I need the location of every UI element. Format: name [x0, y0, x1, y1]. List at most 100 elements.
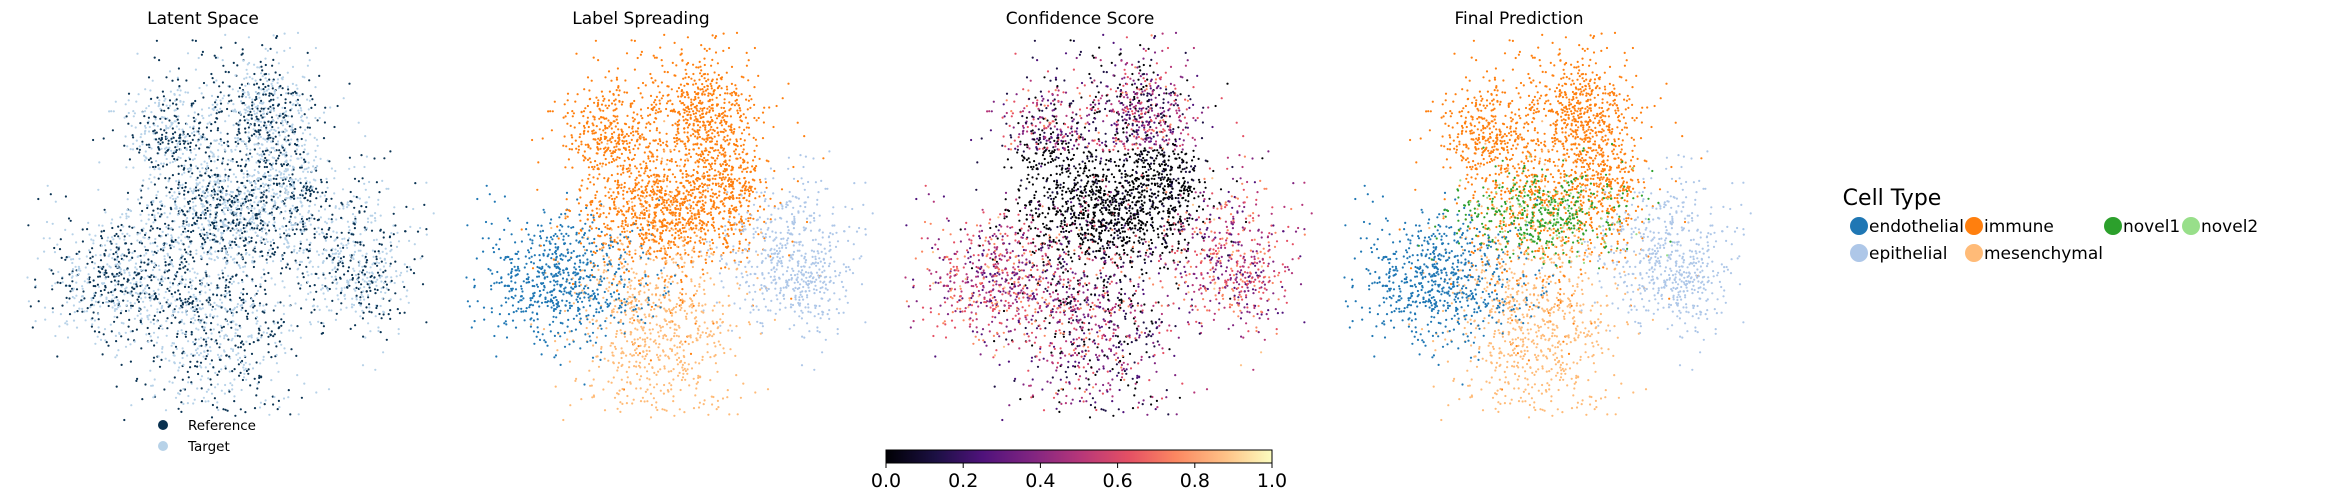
scatter-point: [610, 160, 614, 164]
scatter-point: [594, 160, 597, 163]
scatter-point: [637, 170, 641, 173]
scatter-point: [183, 322, 186, 325]
scatter-point: [296, 206, 299, 209]
scatter-point: [222, 325, 225, 328]
scatter-point: [196, 219, 199, 222]
scatter-point: [120, 254, 123, 257]
scatter-point: [264, 47, 267, 51]
scatter-point: [266, 254, 269, 257]
scatter-point: [261, 182, 265, 185]
scatter-point: [279, 194, 282, 197]
scatter-point: [250, 184, 253, 187]
scatter-point: [698, 184, 702, 187]
scatter-point: [311, 185, 314, 188]
scatter-point: [228, 240, 231, 243]
scatter-point: [167, 139, 170, 142]
scatter-point: [423, 203, 426, 206]
scatter-point: [251, 256, 254, 259]
scatter-point: [658, 107, 661, 110]
scatter-point: [381, 297, 384, 300]
scatter-point: [537, 161, 540, 164]
scatter-point: [238, 132, 241, 135]
scatter-point: [246, 173, 249, 176]
scatter-point: [220, 140, 223, 143]
scatter-point: [143, 306, 146, 309]
scatter-point: [168, 146, 171, 149]
scatter-point: [334, 205, 337, 208]
scatter-point: [110, 291, 113, 294]
scatter-point: [148, 296, 151, 299]
scatter-point: [307, 108, 310, 111]
scatter-point: [128, 209, 131, 212]
scatter-point: [222, 229, 226, 232]
scatter-point: [124, 287, 127, 290]
scatter-point: [160, 358, 163, 361]
scatter-point: [339, 257, 343, 260]
scatter-point: [281, 76, 285, 79]
scatter-point: [630, 197, 633, 200]
scatter-point: [673, 137, 676, 140]
scatter-point: [218, 356, 221, 359]
scatter-point: [104, 339, 107, 342]
scatter-point: [108, 253, 111, 256]
scatter-point: [671, 124, 674, 127]
scatter-point: [186, 370, 189, 373]
scatter-point: [103, 282, 106, 285]
scatter-point: [281, 164, 284, 168]
scatter-point: [237, 90, 240, 93]
scatter-point: [165, 104, 168, 107]
scatter-point: [226, 102, 230, 105]
scatter-point: [304, 128, 307, 131]
scatter-point: [628, 250, 631, 253]
scatter-point: [208, 303, 211, 306]
scatter-point: [167, 302, 170, 306]
scatter-point: [227, 253, 230, 256]
scatter-point: [158, 148, 161, 151]
scatter-point: [240, 208, 243, 212]
scatter-point: [683, 131, 686, 134]
scatter-point: [264, 93, 267, 96]
scatter-point: [706, 170, 709, 174]
scatter-point: [199, 217, 202, 220]
scatter-point: [383, 281, 386, 284]
scatter-point: [189, 250, 192, 253]
scatter-point: [260, 153, 263, 156]
scatter-point: [116, 266, 119, 269]
scatter-point: [179, 267, 182, 270]
scatter-point: [180, 261, 183, 264]
scatter-point: [304, 196, 307, 199]
scatter-point: [289, 159, 292, 162]
scatter-point: [520, 228, 523, 231]
scatter-point: [216, 175, 219, 178]
scatter-point: [276, 78, 280, 81]
scatter-point: [230, 326, 233, 329]
scatter-point: [112, 290, 115, 293]
scatter-point: [125, 166, 128, 169]
scatter-point: [240, 308, 243, 312]
scatter-point: [272, 182, 275, 185]
scatter-point: [736, 112, 740, 115]
scatter-point: [147, 76, 151, 79]
scatter-point: [285, 129, 288, 132]
scatter-point: [222, 257, 225, 260]
scatter-point: [97, 318, 100, 321]
scatter-point: [259, 120, 263, 123]
scatter-point: [161, 327, 164, 330]
scatter-point: [139, 284, 142, 288]
scatter-point: [291, 169, 294, 172]
scatter-point: [390, 276, 393, 279]
scatter-point: [228, 100, 231, 103]
scatter-point: [235, 231, 238, 234]
scatter-point: [571, 136, 574, 139]
scatter-point: [242, 172, 245, 175]
scatter-point: [321, 284, 324, 287]
scatter-point: [322, 137, 326, 140]
scatter-point: [266, 80, 269, 83]
scatter-point: [186, 133, 189, 136]
scatter-point: [262, 101, 265, 104]
scatter-point: [171, 79, 174, 82]
scatter-point: [301, 132, 305, 135]
scatter-point: [326, 287, 329, 290]
scatter-point: [115, 385, 118, 388]
scatter-point: [348, 156, 351, 159]
